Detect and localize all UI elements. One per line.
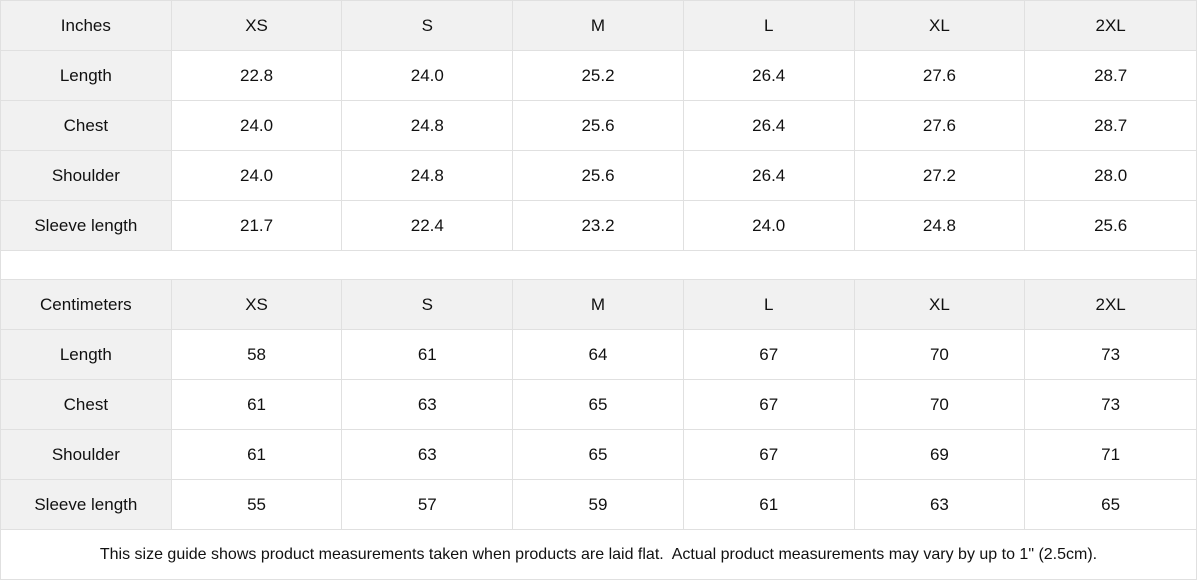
inches-value-cell: 22.8 <box>171 51 343 101</box>
centimeters-size-header-xs: XS <box>171 280 343 330</box>
centimeters-row-label: Chest <box>1 380 172 430</box>
inches-value-cell: 26.4 <box>683 151 855 201</box>
inches-value-cell: 24.8 <box>342 101 514 151</box>
centimeters-value-cell: 61 <box>171 380 343 430</box>
inches-value-cell: 28.7 <box>1025 51 1196 101</box>
centimeters-value-cell: 67 <box>683 330 855 380</box>
inches-row-label: Shoulder <box>1 151 172 201</box>
centimeters-value-cell: 63 <box>342 380 514 430</box>
centimeters-value-cell: 70 <box>854 330 1026 380</box>
inches-value-cell: 27.2 <box>854 151 1026 201</box>
inches-value-cell: 22.4 <box>342 201 514 251</box>
inches-row-label: Sleeve length <box>1 201 172 251</box>
inches-row-label: Chest <box>1 101 172 151</box>
centimeters-value-cell: 59 <box>513 480 684 530</box>
centimeters-size-header-s: S <box>342 280 514 330</box>
inches-value-cell: 25.6 <box>513 151 684 201</box>
centimeters-size-header-xl: XL <box>854 280 1026 330</box>
centimeters-table: Centimeters XS S M L XL 2XL Length 58 61 64 67 70 73 C… <box>1 279 1196 530</box>
inches-value-cell: 24.0 <box>171 151 343 201</box>
inches-value-cell: 24.0 <box>342 51 514 101</box>
inches-value-cell: 28.7 <box>1025 101 1196 151</box>
centimeters-value-cell: 71 <box>1025 430 1196 480</box>
centimeters-row-label: Shoulder <box>1 430 172 480</box>
centimeters-value-cell: 63 <box>854 480 1026 530</box>
centimeters-value-cell: 61 <box>171 430 343 480</box>
centimeters-row-label: Sleeve length <box>1 480 172 530</box>
inches-value-cell: 24.8 <box>854 201 1026 251</box>
inches-value-cell: 25.6 <box>513 101 684 151</box>
inches-value-cell: 25.6 <box>1025 201 1196 251</box>
centimeters-value-cell: 57 <box>342 480 514 530</box>
table-gap <box>1 251 1196 279</box>
centimeters-value-cell: 58 <box>171 330 343 380</box>
inches-table: Inches XS S M L XL 2XL Length 22.8 24.0 25.2 26.4 27… <box>1 1 1196 251</box>
inches-value-cell: 27.6 <box>854 101 1026 151</box>
inches-value-cell: 27.6 <box>854 51 1026 101</box>
inches-value-cell: 26.4 <box>683 101 855 151</box>
centimeters-value-cell: 73 <box>1025 380 1196 430</box>
centimeters-value-cell: 65 <box>1025 480 1196 530</box>
inches-unit-header: Inches <box>1 1 172 51</box>
centimeters-value-cell: 65 <box>513 380 684 430</box>
centimeters-value-cell: 67 <box>683 430 855 480</box>
centimeters-size-header-2xl: 2XL <box>1025 280 1196 330</box>
centimeters-value-cell: 61 <box>342 330 514 380</box>
centimeters-value-cell: 65 <box>513 430 684 480</box>
inches-size-header-m: M <box>513 1 684 51</box>
inches-value-cell: 24.8 <box>342 151 514 201</box>
inches-value-cell: 24.0 <box>171 101 343 151</box>
centimeters-unit-header: Centimeters <box>1 280 172 330</box>
inches-size-header-l: L <box>683 1 855 51</box>
centimeters-value-cell: 73 <box>1025 330 1196 380</box>
inches-value-cell: 26.4 <box>683 51 855 101</box>
centimeters-value-cell: 70 <box>854 380 1026 430</box>
inches-row-label: Length <box>1 51 172 101</box>
inches-size-header-xl: XL <box>854 1 1026 51</box>
centimeters-value-cell: 55 <box>171 480 343 530</box>
centimeters-value-cell: 67 <box>683 380 855 430</box>
centimeters-row-label: Length <box>1 330 172 380</box>
inches-size-header-2xl: 2XL <box>1025 1 1196 51</box>
inches-value-cell: 25.2 <box>513 51 684 101</box>
inches-value-cell: 28.0 <box>1025 151 1196 201</box>
size-guide-note: This size guide shows product measuremen… <box>1 530 1196 579</box>
centimeters-value-cell: 63 <box>342 430 514 480</box>
inches-size-header-s: S <box>342 1 514 51</box>
inches-value-cell: 21.7 <box>171 201 343 251</box>
centimeters-value-cell: 64 <box>513 330 684 380</box>
centimeters-size-header-m: M <box>513 280 684 330</box>
inches-size-header-xs: XS <box>171 1 343 51</box>
inches-value-cell: 23.2 <box>513 201 684 251</box>
inches-value-cell: 24.0 <box>683 201 855 251</box>
centimeters-value-cell: 61 <box>683 480 855 530</box>
centimeters-value-cell: 69 <box>854 430 1026 480</box>
centimeters-size-header-l: L <box>683 280 855 330</box>
